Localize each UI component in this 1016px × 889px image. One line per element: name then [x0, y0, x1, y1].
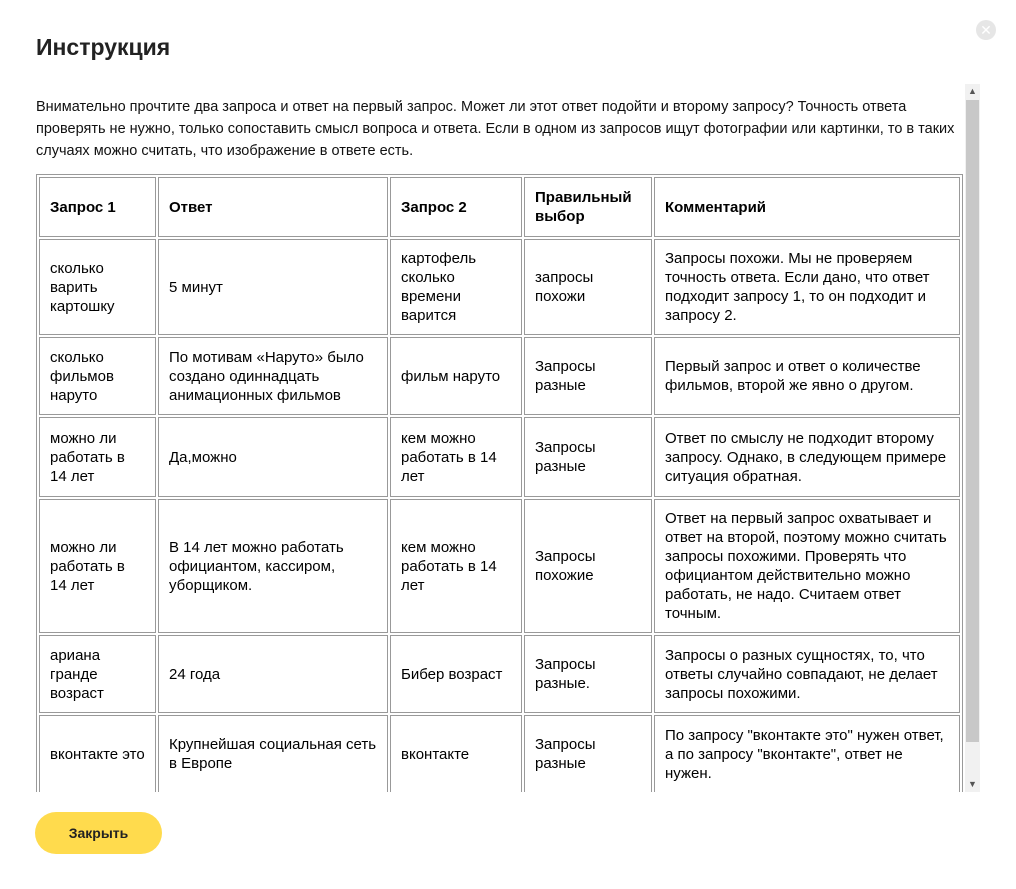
- table-cell: вконтакте: [390, 715, 522, 792]
- table-cell: Запросы о разных сущностях, то, что отве…: [654, 635, 960, 713]
- table-cell: ариана гранде возраст: [39, 635, 156, 713]
- instruction-text: Внимательно прочтите два запроса и ответ…: [36, 99, 955, 159]
- scrollbar[interactable]: ▲ ▼: [965, 84, 980, 792]
- table-cell: Крупнейшая социальная сеть в Европе: [158, 715, 388, 792]
- close-button[interactable]: Закрыть: [35, 812, 162, 854]
- table-cell: кем можно работать в 14 лет: [390, 499, 522, 633]
- table-row: можно ли работать в 14 лет Да,можно кем мо…: [39, 417, 960, 497]
- table-cell: Первый запрос и ответ о количестве фильм…: [654, 337, 960, 415]
- table-cell: Запросы разные: [524, 715, 652, 792]
- column-header: Правильный выбор: [524, 177, 652, 237]
- table-cell: 24 года: [158, 635, 388, 713]
- table-cell: запросы похожи: [524, 239, 652, 335]
- table-cell: кем можно работать в 14 лет: [390, 417, 522, 497]
- column-header: Запрос 1: [39, 177, 156, 237]
- table-cell: По мотивам «Наруто» было создано одиннад…: [158, 337, 388, 415]
- column-header: Запрос 2: [390, 177, 522, 237]
- table-header-row: Запрос 1 Ответ Запрос 2 Правильный выбор Ком…: [39, 177, 960, 237]
- examples-table: Запрос 1 Ответ Запрос 2 Правильный выбор Ком…: [36, 174, 963, 792]
- scroll-down-icon[interactable]: ▼: [968, 779, 977, 789]
- table-row: сколько варить картошку 5 минут картофель …: [39, 239, 960, 335]
- table-cell: фильм наруто: [390, 337, 522, 415]
- table-cell: картофель сколько времени варится: [390, 239, 522, 335]
- table-cell: В 14 лет можно работать официантом, касс…: [158, 499, 388, 633]
- scroll-up-icon[interactable]: ▲: [968, 86, 977, 96]
- table-cell: Запросы похожие: [524, 499, 652, 633]
- table-cell: Бибер возраст: [390, 635, 522, 713]
- dialog-title: Инструкция: [36, 34, 171, 60]
- column-header: Ответ: [158, 177, 388, 237]
- table-row: можно ли работать в 14 лет В 14 лет можно…: [39, 499, 960, 633]
- close-icon[interactable]: ✕: [976, 20, 996, 40]
- table-row: сколько фильмов наруто По мотивам «Наруто…: [39, 337, 960, 415]
- table-cell: Запросы похожи. Мы не проверяем точность…: [654, 239, 960, 335]
- column-header: Комментарий: [654, 177, 960, 237]
- instruction-scroll-area[interactable]: Внимательно прочтите два запроса и ответ…: [36, 84, 981, 792]
- table-cell: можно ли работать в 14 лет: [39, 499, 156, 633]
- table-cell: Запросы разные.: [524, 635, 652, 713]
- table-cell: вконтакте это: [39, 715, 156, 792]
- table-cell: можно ли работать в 14 лет: [39, 417, 156, 497]
- table-cell: 5 минут: [158, 239, 388, 335]
- table-cell: Запросы разные: [524, 337, 652, 415]
- table-row: вконтакте это Крупнейшая социальная сеть …: [39, 715, 960, 792]
- table-cell: Ответ на первый запрос охватывает и отве…: [654, 499, 960, 633]
- table-cell: сколько фильмов наруто: [39, 337, 156, 415]
- table-cell: По запросу "вконтакте это" нужен ответ, …: [654, 715, 960, 792]
- scrollbar-thumb[interactable]: [966, 100, 979, 742]
- table-cell: Да,можно: [158, 417, 388, 497]
- table-cell: сколько варить картошку: [39, 239, 156, 335]
- table-row: ариана гранде возраст 24 года Бибер возрас…: [39, 635, 960, 713]
- table-cell: Ответ по смыслу не подходит второму запр…: [654, 417, 960, 497]
- table-cell: Запросы разные: [524, 417, 652, 497]
